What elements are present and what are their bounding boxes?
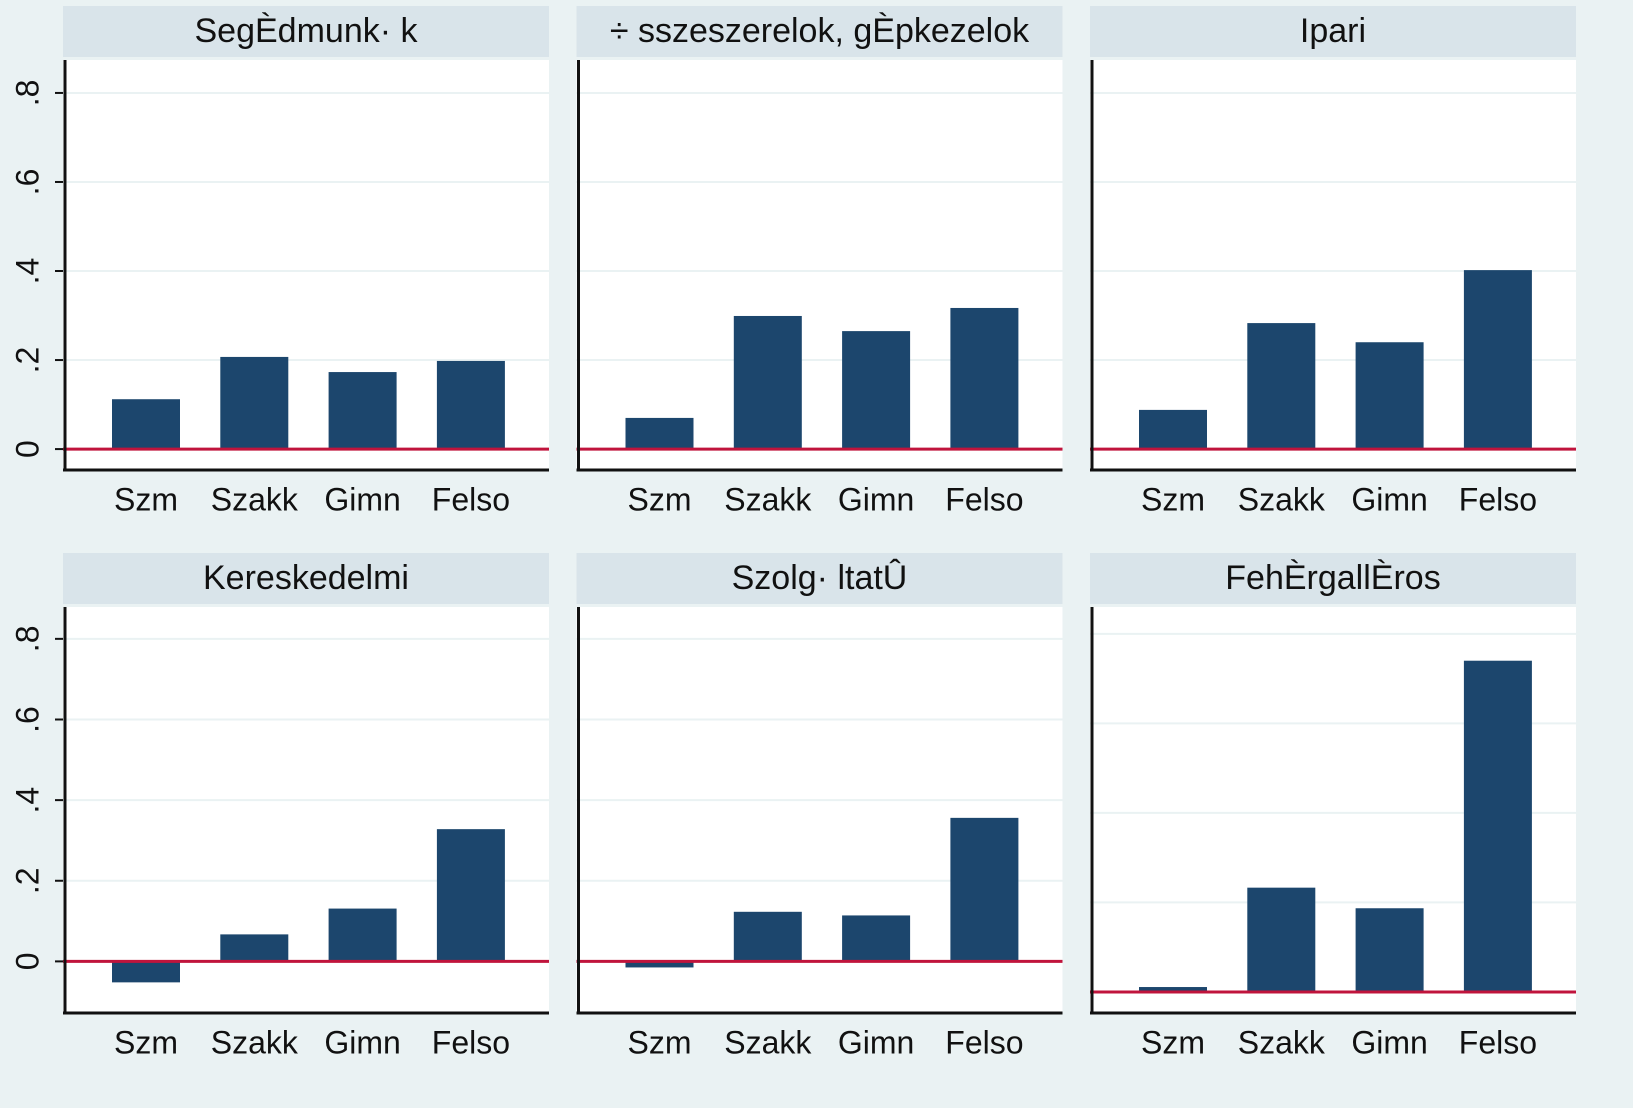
- bar: [842, 331, 911, 450]
- bar: [950, 817, 1019, 962]
- y-tick-label: 0: [9, 952, 45, 970]
- bar: [625, 417, 694, 450]
- x-tick-label: Gimn: [1351, 481, 1427, 517]
- bar: [1139, 987, 1207, 992]
- bar: [220, 356, 289, 450]
- x-tick-label: Szakk: [724, 1024, 812, 1060]
- bar: [1247, 323, 1316, 450]
- bar: [842, 915, 911, 962]
- y-tick-label: .8: [9, 80, 45, 107]
- bar: [733, 315, 802, 450]
- x-tick-label: Felso: [432, 1024, 510, 1060]
- bar: [1463, 660, 1532, 992]
- x-tick-label: Felso: [945, 1024, 1023, 1060]
- bar: [436, 829, 505, 962]
- x-tick-label: Szm: [628, 481, 692, 517]
- bar: [733, 911, 802, 962]
- x-tick-label: Szm: [114, 1024, 178, 1060]
- strip: [576, 6, 1063, 57]
- x-tick-label: Felso: [432, 481, 510, 517]
- y-tick-label: .8: [9, 626, 45, 653]
- panel-title: Kereskedelmi: [203, 559, 409, 597]
- x-tick-label: Felso: [1459, 1024, 1537, 1060]
- x-tick-label: Felso: [945, 481, 1023, 517]
- x-tick-label: Szakk: [1238, 481, 1326, 517]
- x-tick-label: Szm: [1141, 481, 1205, 517]
- strip: [576, 553, 1063, 604]
- bar: [112, 399, 180, 450]
- bar: [112, 961, 180, 983]
- panel-title: FehÈrgallÈros: [1225, 559, 1440, 597]
- y-tick-label: .6: [9, 706, 45, 733]
- x-tick-label: Szakk: [1238, 1024, 1326, 1060]
- x-tick-label: Szm: [628, 1024, 692, 1060]
- bar: [328, 908, 397, 962]
- bar: [1355, 908, 1424, 992]
- x-tick-label: Gimn: [1351, 1024, 1427, 1060]
- x-tick-label: Gimn: [838, 481, 914, 517]
- panel-title: ÷ sszeszerelok, gÈpkezelok: [610, 12, 1030, 50]
- panel-title: SegÈdmunk· k: [195, 12, 419, 50]
- y-tick-label: .4: [9, 787, 45, 814]
- strip: [1090, 6, 1576, 57]
- x-tick-label: Gimn: [838, 1024, 914, 1060]
- bar: [950, 307, 1019, 450]
- y-tick-label: .2: [9, 347, 45, 374]
- x-tick-label: Szakk: [211, 481, 299, 517]
- x-tick-label: Szm: [1141, 1024, 1205, 1060]
- bar: [625, 961, 694, 968]
- x-tick-label: Szakk: [211, 1024, 299, 1060]
- strip: [63, 6, 549, 57]
- y-tick-label: .6: [9, 169, 45, 196]
- panel-title: Szolg· ltatÛ: [732, 559, 908, 597]
- bar: [1139, 409, 1207, 450]
- x-tick-label: Felso: [1459, 481, 1537, 517]
- strip: [1090, 553, 1576, 604]
- x-tick-label: Szakk: [724, 481, 812, 517]
- bar: [1247, 887, 1316, 992]
- bar: [220, 934, 289, 962]
- x-tick-label: Gimn: [324, 481, 400, 517]
- x-tick-label: Szm: [114, 481, 178, 517]
- y-tick-label: 0: [9, 440, 45, 458]
- y-tick-label: .4: [9, 258, 45, 285]
- strip: [63, 553, 549, 604]
- bar: [1463, 270, 1532, 450]
- bar: [328, 372, 397, 450]
- x-tick-label: Gimn: [324, 1024, 400, 1060]
- y-tick-label: .2: [9, 867, 45, 894]
- bar: [1355, 342, 1424, 450]
- bar: [436, 360, 505, 450]
- panel-title: Ipari: [1300, 12, 1366, 50]
